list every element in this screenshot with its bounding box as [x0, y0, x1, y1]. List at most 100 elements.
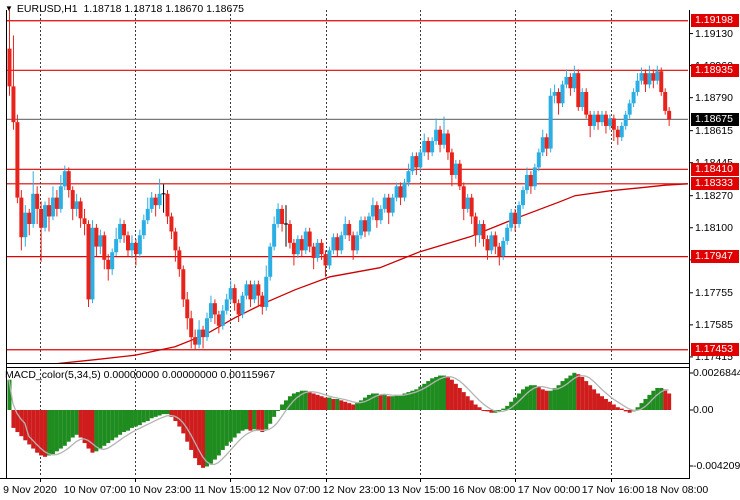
macd-bar — [390, 396, 395, 410]
macd-bar — [351, 404, 356, 410]
macd-bar — [335, 398, 340, 410]
candle — [422, 141, 427, 153]
candle — [592, 114, 597, 126]
candle — [39, 208, 44, 228]
candle — [232, 288, 237, 304]
candle — [197, 329, 202, 345]
macd-bar — [655, 387, 660, 410]
macd-bar — [50, 410, 55, 455]
macd-bar — [7, 379, 12, 410]
macd-bar — [303, 390, 308, 410]
candle — [351, 235, 356, 251]
candle — [35, 193, 40, 209]
macd-bar — [110, 410, 115, 441]
macd-bar — [295, 392, 300, 410]
macd-bar — [548, 390, 553, 410]
candle — [82, 218, 87, 224]
candle — [244, 284, 249, 296]
candle — [663, 92, 668, 111]
macd-bar — [469, 400, 474, 410]
chevron-down-icon[interactable]: ▼ — [5, 4, 13, 13]
macd-bar — [434, 376, 439, 410]
candle — [410, 156, 415, 172]
candle — [311, 246, 316, 258]
candle — [27, 212, 32, 224]
macd-bar — [90, 410, 95, 453]
candle — [430, 141, 435, 153]
candle — [118, 223, 123, 240]
macd-bar — [667, 393, 672, 410]
candle — [137, 235, 142, 255]
macd-bar — [216, 410, 221, 456]
macd-bar — [39, 410, 44, 456]
macd-bar — [457, 387, 462, 410]
macd-bar — [149, 410, 154, 419]
macd-bar — [497, 410, 502, 412]
time-axis-label: 9 Nov 2020 — [3, 484, 57, 496]
price-level-badge: 1.18333 — [691, 177, 739, 191]
candle — [414, 156, 419, 168]
candle — [493, 235, 498, 247]
macd-bar — [62, 410, 67, 446]
price-tick-label: 1.19130 — [695, 27, 733, 40]
macd-bar — [615, 407, 620, 410]
macd-bar — [11, 410, 16, 428]
macd-bar — [619, 408, 624, 410]
candle — [564, 76, 569, 85]
macd-bar — [382, 394, 387, 410]
macd-bar — [129, 410, 134, 428]
macd-bar — [323, 397, 328, 410]
macd-bar — [54, 410, 59, 452]
candle — [600, 114, 604, 123]
candle — [58, 186, 63, 209]
moving-average-line[interactable] — [57, 183, 688, 364]
macd-bar — [248, 410, 253, 431]
macd-bar — [280, 404, 285, 410]
candle — [453, 163, 458, 175]
macd-bar — [287, 396, 292, 410]
candle — [560, 84, 565, 104]
macd-bar — [311, 393, 316, 410]
candle — [287, 223, 292, 243]
candle — [276, 208, 281, 224]
candle — [402, 182, 407, 198]
macd-bar — [651, 390, 656, 410]
candle — [114, 239, 119, 253]
candle — [54, 197, 59, 209]
candle — [106, 259, 111, 270]
macd-bar — [524, 386, 529, 410]
time-axis-label: 13 Nov 15:00 — [387, 484, 451, 496]
macd-bar — [445, 376, 450, 410]
macd-bar — [141, 410, 146, 423]
time-axis-label: 11 Nov 15:00 — [194, 484, 256, 496]
candle — [548, 95, 553, 149]
candle — [584, 92, 589, 115]
macd-bar — [106, 410, 111, 444]
macd-bar — [355, 403, 360, 410]
macd-bar — [264, 410, 269, 430]
macd-bar — [366, 394, 371, 410]
macd-signal-line — [8, 374, 669, 466]
macd-bar — [220, 410, 225, 450]
candle — [157, 193, 162, 206]
candle — [323, 254, 328, 266]
macd-bar — [118, 410, 123, 435]
macd-bar — [398, 394, 403, 410]
candle — [643, 73, 648, 85]
time-axis-label: 12 Nov 07:00 — [257, 484, 321, 496]
candle — [536, 152, 541, 168]
time-axis-label: 10 Nov 07:00 — [63, 484, 127, 496]
candle — [366, 216, 371, 232]
macd-bar — [659, 387, 664, 410]
macd-tick-label: 0.00 — [693, 404, 714, 416]
price-tick-label: 1.18100 — [695, 221, 733, 234]
candle — [303, 231, 308, 251]
macd-bar — [165, 410, 170, 415]
macd-bar — [643, 398, 648, 410]
candle — [31, 193, 36, 224]
macd-bar — [260, 410, 265, 433]
macd-tick-label: 0.0026844 — [693, 367, 740, 379]
candle — [173, 231, 178, 251]
time-axis-label: 10 Nov 23:00 — [128, 484, 192, 496]
